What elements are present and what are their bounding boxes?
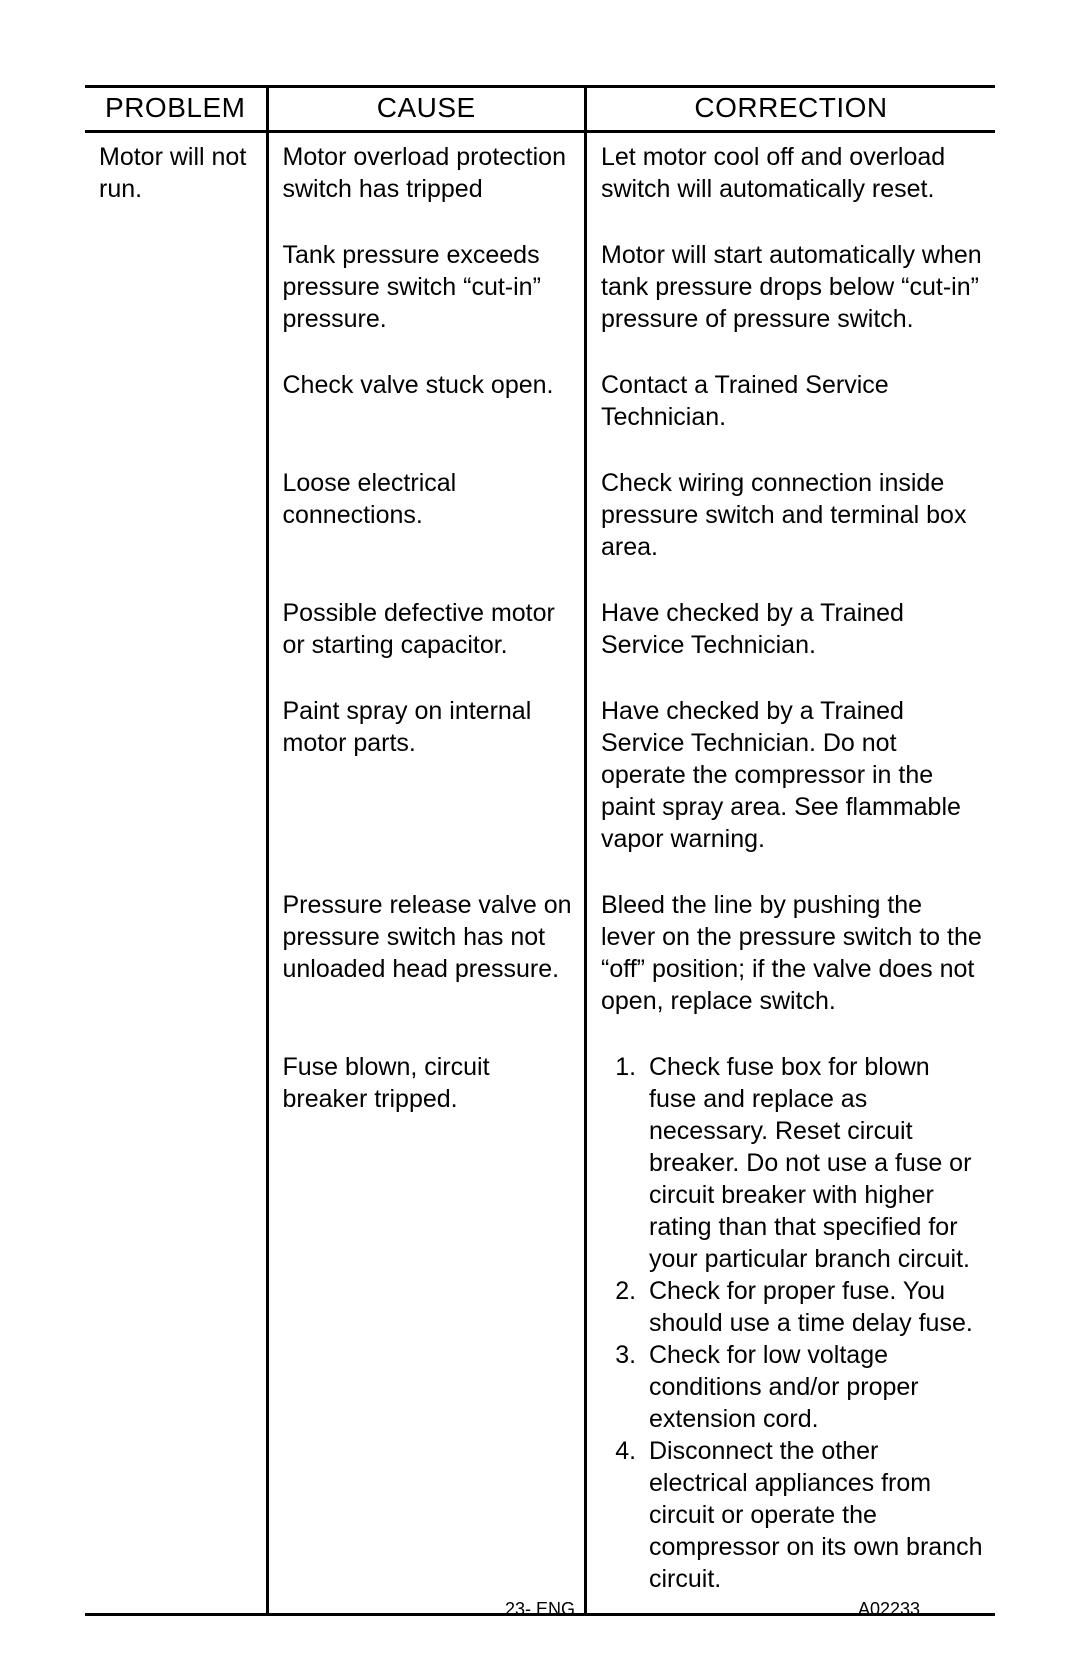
cause-cell: Paint spray on internal motor parts. (267, 687, 586, 863)
table-spacer (85, 1025, 995, 1043)
table-row: Pressure release valve on pressure switc… (85, 881, 995, 1025)
table-spacer (85, 863, 995, 881)
table-header-row: PROBLEM CAUSE CORRECTION (85, 87, 995, 132)
list-item: Check for low voltage conditions and/or … (643, 1339, 983, 1435)
cause-cell: Check valve stuck open. (267, 361, 586, 441)
correction-cell: Have checked by a Trained Service Techni… (586, 589, 996, 669)
list-item: Check for proper fuse. You should use a … (643, 1275, 983, 1339)
correction-cell: Have checked by a Trained Service Techni… (586, 687, 996, 863)
document-id: A02233 (858, 1599, 920, 1620)
header-problem: PROBLEM (85, 87, 267, 132)
cause-cell: Possible defective motor or starting cap… (267, 589, 586, 669)
table-spacer (85, 343, 995, 361)
correction-list: Check fuse box for blown fuse and replac… (601, 1051, 983, 1595)
cause-cell: Loose electrical connections. (267, 459, 586, 571)
list-item: Check fuse box for blown fuse and replac… (643, 1051, 983, 1275)
correction-cell: Check fuse box for blown fuse and replac… (586, 1043, 996, 1615)
table-spacer (85, 213, 995, 231)
correction-cell: Bleed the line by pushing the lever on t… (586, 881, 996, 1025)
cause-cell: Fuse blown, circuit breaker tripped. (267, 1043, 586, 1615)
correction-cell: Motor will start automatically when tank… (586, 231, 996, 343)
cause-cell: Tank pressure exceeds pressure switch “c… (267, 231, 586, 343)
troubleshooting-table: PROBLEM CAUSE CORRECTION Motor will not … (85, 85, 995, 1616)
document-page: PROBLEM CAUSE CORRECTION Motor will not … (0, 0, 1080, 1669)
table-spacer (85, 441, 995, 459)
table-row: Tank pressure exceeds pressure switch “c… (85, 231, 995, 343)
header-cause: CAUSE (267, 87, 586, 132)
header-correction: CORRECTION (586, 87, 996, 132)
table-row: Fuse blown, circuit breaker tripped. Che… (85, 1043, 995, 1615)
table-spacer (85, 571, 995, 589)
table-spacer (85, 669, 995, 687)
problem-cell: Motor will not run. (85, 132, 267, 214)
correction-cell: Let motor cool off and overload switch w… (586, 132, 996, 214)
table-row: Paint spray on internal motor parts. Hav… (85, 687, 995, 863)
table-row: Motor will not run. Motor overload prote… (85, 132, 995, 214)
table-row: Possible defective motor or starting cap… (85, 589, 995, 669)
correction-cell: Contact a Trained Service Technician. (586, 361, 996, 441)
cause-cell: Motor overload protection switch has tri… (267, 132, 586, 214)
correction-cell: Check wiring connection inside pressure … (586, 459, 996, 571)
table-row: Loose electrical connections. Check wiri… (85, 459, 995, 571)
cause-cell: Pressure release valve on pressure switc… (267, 881, 586, 1025)
table-row: Check valve stuck open. Contact a Traine… (85, 361, 995, 441)
list-item: Disconnect the other electrical applianc… (643, 1435, 983, 1595)
